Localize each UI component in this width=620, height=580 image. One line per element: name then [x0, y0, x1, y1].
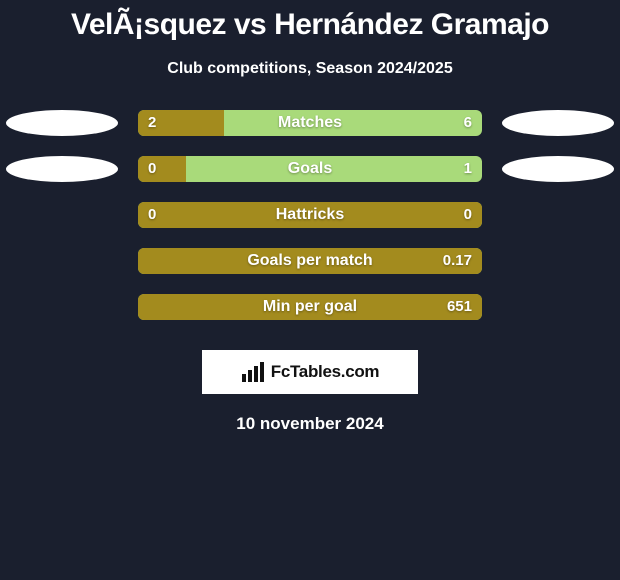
subtitle: Club competitions, Season 2024/2025 [0, 60, 620, 78]
player-ellipse-right [502, 110, 614, 136]
date-text: 10 november 2024 [0, 414, 620, 434]
stat-label: Min per goal [138, 294, 482, 320]
stat-row: 00Hattricks [0, 202, 620, 248]
brand-box: FcTables.com [202, 350, 418, 394]
player-ellipse-left [6, 156, 118, 182]
stat-label: Matches [138, 110, 482, 136]
player-ellipse-left [6, 110, 118, 136]
stat-row: 01Goals [0, 156, 620, 202]
stats-infographic: VelÃ¡squez vs Hernández Gramajo Club com… [0, 0, 620, 580]
page-title: VelÃ¡squez vs Hernández Gramajo [0, 0, 620, 42]
stats-rows: 26Matches01Goals00Hattricks0.17Goals per… [0, 110, 620, 340]
brand-text: FcTables.com [271, 362, 380, 382]
stat-label: Hattricks [138, 202, 482, 228]
player-ellipse-right [502, 156, 614, 182]
bar-chart-icon [241, 362, 265, 382]
stat-row: 0.17Goals per match [0, 248, 620, 294]
stat-label: Goals per match [138, 248, 482, 274]
stat-row: 26Matches [0, 110, 620, 156]
stat-label: Goals [138, 156, 482, 182]
stat-row: 651Min per goal [0, 294, 620, 340]
